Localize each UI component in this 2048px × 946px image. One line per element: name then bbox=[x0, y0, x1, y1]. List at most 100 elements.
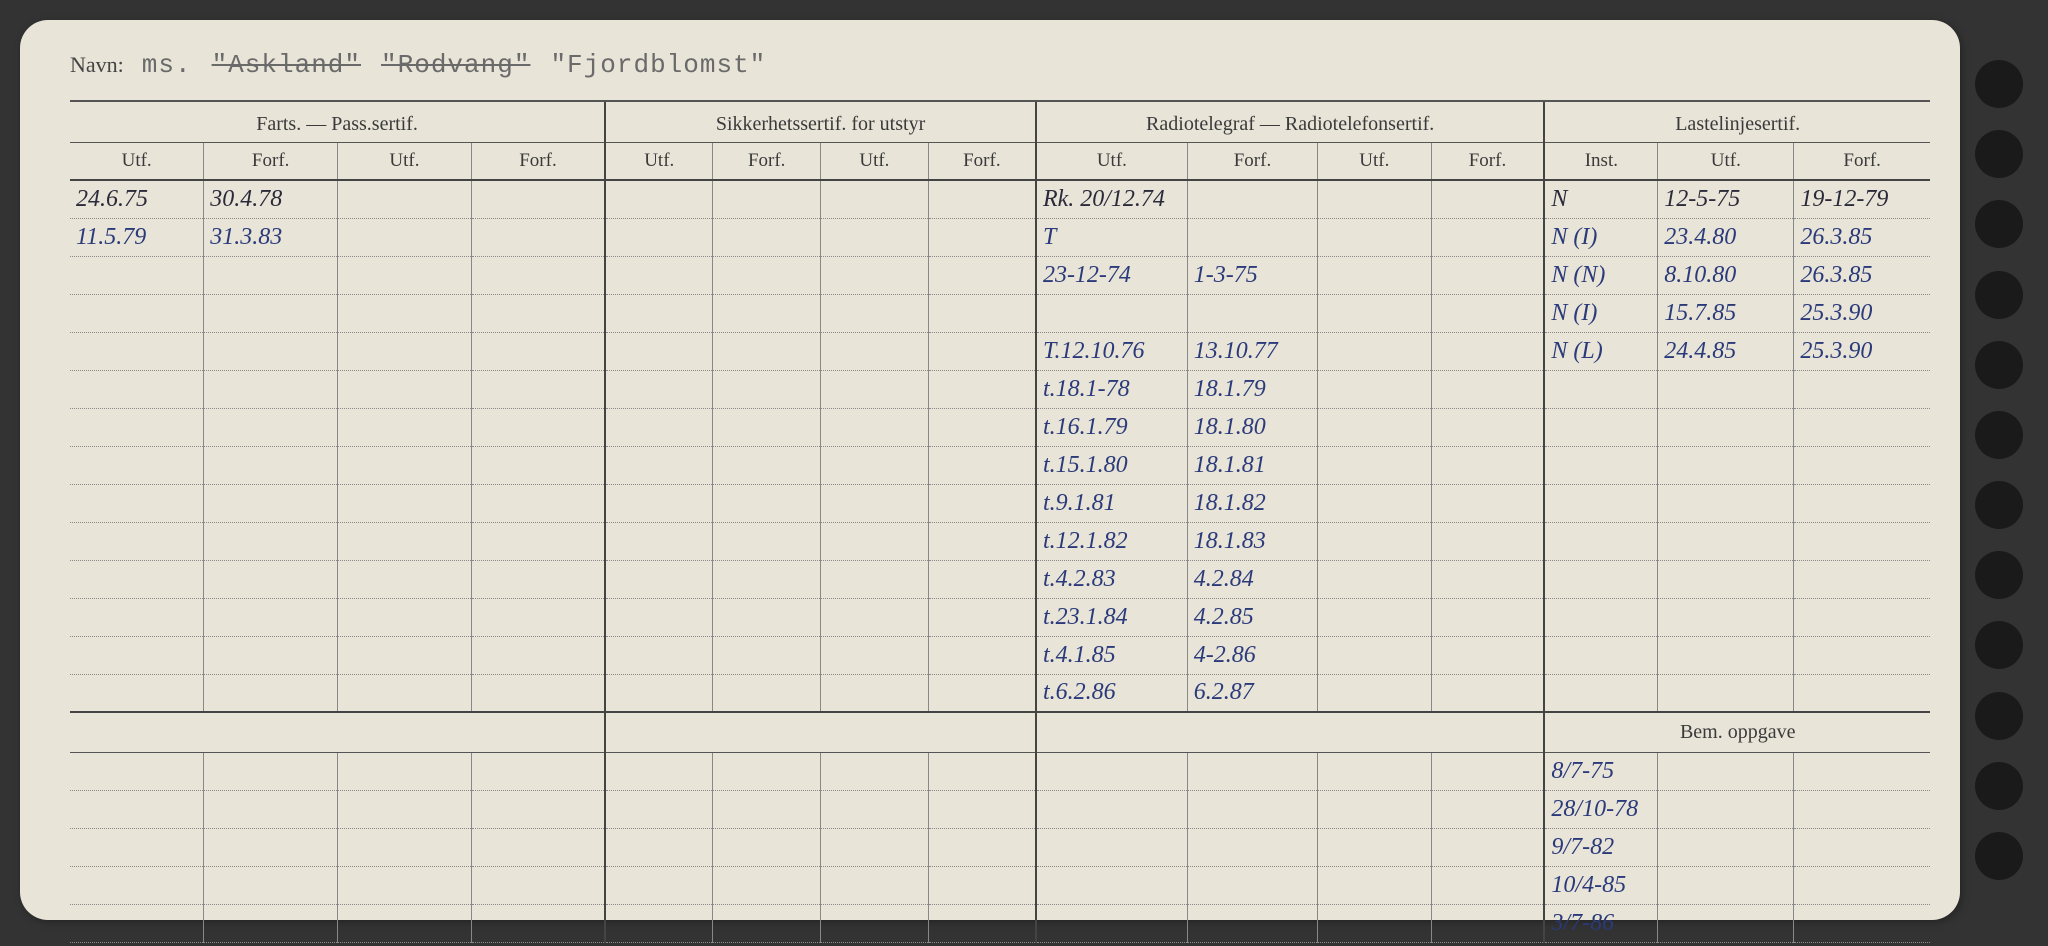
cell-bem-inst: 28/10-78 bbox=[1544, 790, 1657, 828]
cell-sikk-utf1 bbox=[605, 484, 713, 522]
cell-farts-forf1 bbox=[204, 370, 338, 408]
cell-radio-forf1: 4.2.84 bbox=[1187, 560, 1317, 598]
cell-sikk-utf2 bbox=[821, 828, 929, 866]
cell-farts-utf1 bbox=[70, 790, 204, 828]
cell-sikk-utf2 bbox=[821, 752, 929, 790]
cell-value: 8/7-75 bbox=[1551, 758, 1614, 784]
cell-sikk-forf1 bbox=[713, 408, 821, 446]
col-radio-forf2: Forf. bbox=[1431, 142, 1544, 180]
cell-farts-utf2 bbox=[338, 256, 472, 294]
cell-sikk-forf1 bbox=[713, 752, 821, 790]
group-radio: Radiotelegraf — Radiotelefonsertif. bbox=[1036, 102, 1544, 142]
cell-bem-forf bbox=[1794, 752, 1930, 790]
cell-sikk-forf2 bbox=[928, 828, 1036, 866]
cell-radio-utf1: t.15.1.80 bbox=[1036, 446, 1187, 484]
cell-sikk-forf2 bbox=[928, 636, 1036, 674]
cell-sikk-utf1 bbox=[605, 560, 713, 598]
cell-bem-inst: 3/7-86 bbox=[1544, 904, 1657, 942]
cell-last-forf: 26.3.85 bbox=[1794, 256, 1930, 294]
cell-value: N (L) bbox=[1551, 338, 1602, 364]
cell-sikk-utf2 bbox=[821, 674, 929, 712]
cell-farts-forf1 bbox=[204, 484, 338, 522]
cell-farts-forf1 bbox=[204, 408, 338, 446]
cell-radio-utf2 bbox=[1318, 484, 1431, 522]
hole-icon bbox=[1975, 130, 2023, 178]
cell-farts-utf1 bbox=[70, 256, 204, 294]
cell-sikk-utf2 bbox=[821, 180, 929, 218]
col-sikk-utf1: Utf. bbox=[605, 142, 713, 180]
cell-radio-forf1 bbox=[1187, 218, 1317, 256]
cell-radio-utf2 bbox=[1318, 294, 1431, 332]
cell-farts-forf1 bbox=[204, 828, 338, 866]
cell-farts-utf1 bbox=[70, 904, 204, 942]
cell-radio-utf1 bbox=[1036, 866, 1187, 904]
cell-radio-utf2 bbox=[1318, 522, 1431, 560]
cell-radio-forf2 bbox=[1431, 218, 1544, 256]
cell-sikk-utf1 bbox=[605, 180, 713, 218]
cell-last-utf bbox=[1658, 674, 1794, 712]
cell-farts-forf1: 31.3.83 bbox=[204, 218, 338, 256]
cell-value: 3/7-86 bbox=[1551, 910, 1614, 936]
cell-sikk-utf2 bbox=[821, 370, 929, 408]
cell-farts-utf1 bbox=[70, 294, 204, 332]
cell-value: Rk. 20/12.74 bbox=[1043, 186, 1165, 212]
cell-last-utf bbox=[1658, 636, 1794, 674]
cell-radio-utf1 bbox=[1036, 904, 1187, 942]
cell-last-forf bbox=[1794, 408, 1930, 446]
cell-last-utf: 12-5-75 bbox=[1658, 180, 1794, 218]
cell-sikk-forf2 bbox=[928, 866, 1036, 904]
cell-radio-forf1 bbox=[1187, 828, 1317, 866]
cell-farts-utf2 bbox=[338, 752, 472, 790]
cell-sikk-forf2 bbox=[928, 790, 1036, 828]
cell-last-utf: 8.10.80 bbox=[1658, 256, 1794, 294]
cell-farts-forf1 bbox=[204, 294, 338, 332]
cell-farts-utf1 bbox=[70, 828, 204, 866]
cell-radio-forf1 bbox=[1187, 752, 1317, 790]
cell-value: t.4.2.83 bbox=[1043, 566, 1116, 592]
typed-prefix: ms. bbox=[142, 50, 192, 80]
cell-radio-utf1 bbox=[1036, 828, 1187, 866]
cell-farts-forf2 bbox=[471, 636, 605, 674]
cell-farts-forf1 bbox=[204, 332, 338, 370]
cell-radio-forf1: 18.1.83 bbox=[1187, 522, 1317, 560]
cell-last-forf bbox=[1794, 674, 1930, 712]
col-last-inst: Inst. bbox=[1544, 142, 1657, 180]
cell-value: 4.2.85 bbox=[1194, 604, 1254, 630]
cell-value: 18.1.82 bbox=[1194, 490, 1266, 516]
cell-radio-forf1: 18.1.82 bbox=[1187, 484, 1317, 522]
cell-last-utf bbox=[1658, 370, 1794, 408]
cell-radio-forf1: 13.10.77 bbox=[1187, 332, 1317, 370]
certificate-table: Farts. — Pass.sertif. Sikkerhetssertif. … bbox=[70, 102, 1930, 943]
cell-sikk-forf2 bbox=[928, 446, 1036, 484]
cell-sikk-forf2 bbox=[928, 522, 1036, 560]
cell-last-inst bbox=[1544, 636, 1657, 674]
binder-holes bbox=[1975, 60, 2023, 880]
cell-radio-forf2 bbox=[1431, 790, 1544, 828]
cell-radio-utf1: t.12.1.82 bbox=[1036, 522, 1187, 560]
cell-radio-forf2 bbox=[1431, 866, 1544, 904]
cell-radio-forf1: 18.1.79 bbox=[1187, 370, 1317, 408]
cell-sikk-utf2 bbox=[821, 484, 929, 522]
group-farts: Farts. — Pass.sertif. bbox=[70, 102, 605, 142]
cell-sikk-forf1 bbox=[713, 790, 821, 828]
cell-sikk-forf2 bbox=[928, 294, 1036, 332]
cell-radio-utf1 bbox=[1036, 790, 1187, 828]
cell-last-inst bbox=[1544, 598, 1657, 636]
cell-farts-forf2 bbox=[471, 294, 605, 332]
cell-farts-utf2 bbox=[338, 828, 472, 866]
cell-radio-forf2 bbox=[1431, 446, 1544, 484]
cell-value: 25.3.90 bbox=[1800, 338, 1872, 364]
cell-sikk-utf1 bbox=[605, 636, 713, 674]
vessel-name-2: "Rodvang" bbox=[381, 50, 530, 80]
cell-bem-inst: 8/7-75 bbox=[1544, 752, 1657, 790]
cell-farts-forf1 bbox=[204, 598, 338, 636]
cell-farts-utf1 bbox=[70, 866, 204, 904]
cell-sikk-forf1 bbox=[713, 904, 821, 942]
cell-sikk-forf2 bbox=[928, 484, 1036, 522]
hole-icon bbox=[1975, 762, 2023, 810]
cell-radio-utf1: T bbox=[1036, 218, 1187, 256]
cell-farts-utf2 bbox=[338, 484, 472, 522]
cell-last-inst bbox=[1544, 560, 1657, 598]
cell-farts-forf2 bbox=[471, 790, 605, 828]
table-row: 24.6.7530.4.78Rk. 20/12.74N12-5-7519-12-… bbox=[70, 180, 1930, 218]
